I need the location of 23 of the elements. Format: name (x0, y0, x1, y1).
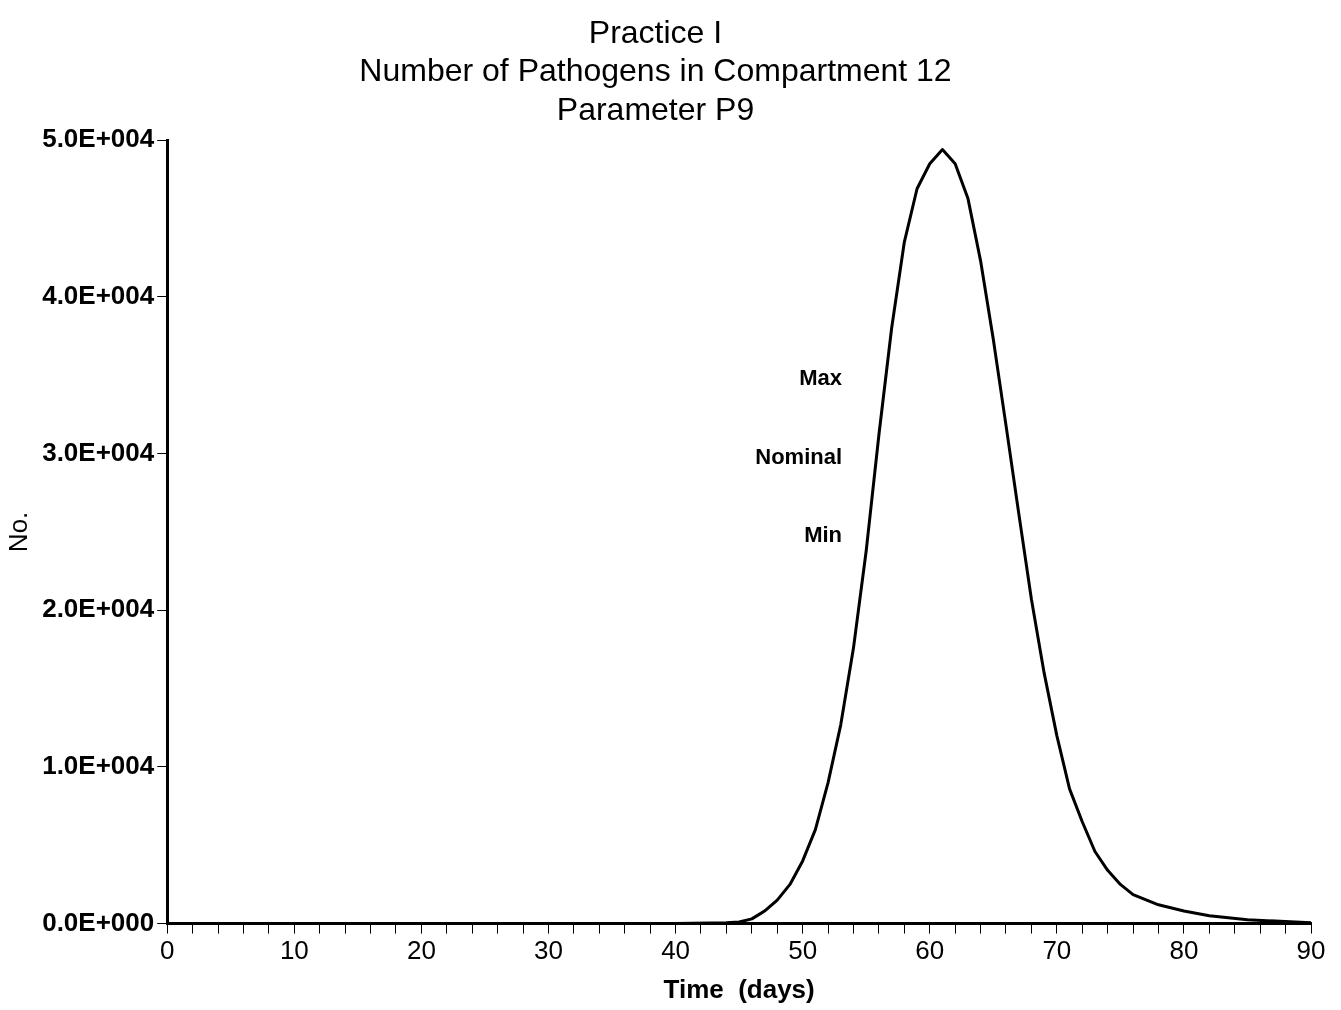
chart-subtitle: Number of Pathogens in Compartment 12 Parameter P9 (359, 52, 952, 127)
x-tick-label: 60 (915, 935, 945, 966)
x-tick-label: 10 (279, 935, 309, 966)
y-tick-label: 4.0E+004 (42, 280, 155, 311)
chart-title: Practice I (588, 14, 723, 51)
annotation: Nominal (755, 443, 843, 469)
x-tick-label: 0 (160, 935, 175, 966)
x-tick-label: 40 (661, 935, 691, 966)
y-tick-label: 2.0E+004 (42, 593, 155, 624)
annotation: Min (804, 521, 843, 547)
y-tick-label: 0.0E+000 (42, 906, 155, 937)
x-tick-label: 50 (788, 935, 818, 966)
x-axis-title: Time (days) (663, 973, 815, 1004)
annotation: Max (799, 365, 843, 391)
y-tick-label: 5.0E+004 (42, 123, 155, 154)
x-tick-label: 90 (1296, 935, 1326, 966)
y-tick-label: 1.0E+004 (42, 750, 155, 781)
y-axis-title: No. (2, 511, 33, 553)
x-tick-label: 70 (1042, 935, 1072, 966)
x-tick-label: 30 (534, 935, 563, 966)
x-tick-label: 20 (406, 935, 436, 966)
x-tick-label: 80 (1169, 935, 1199, 966)
y-tick-label: 3.0E+004 (42, 436, 155, 467)
